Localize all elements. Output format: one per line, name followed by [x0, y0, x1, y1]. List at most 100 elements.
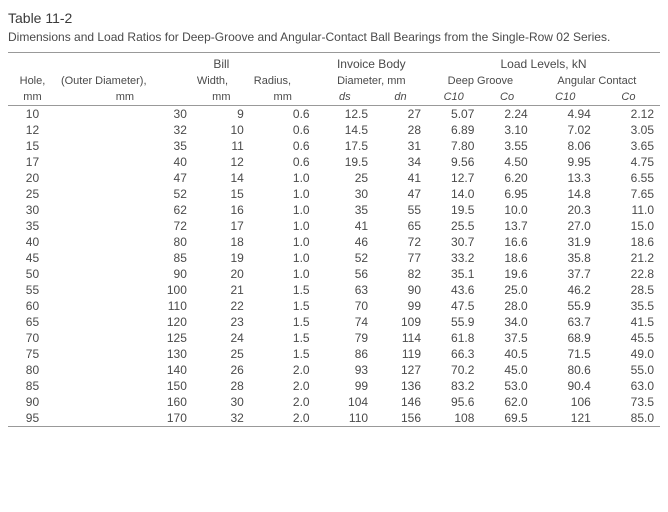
cell: 46	[316, 234, 374, 250]
cell: 80	[8, 362, 57, 378]
cell: 79	[316, 330, 374, 346]
cell: 146	[374, 394, 427, 410]
cell: 24	[193, 330, 250, 346]
cell: 63.7	[534, 314, 597, 330]
cell: 71.5	[534, 346, 597, 362]
cell: 170	[57, 410, 193, 426]
table-row: 2047141.0254112.76.2013.36.55	[8, 170, 660, 186]
cell: 55	[8, 282, 57, 298]
cell: 12.7	[427, 170, 480, 186]
cell: 55.0	[597, 362, 660, 378]
cell: 1.5	[250, 314, 316, 330]
cell: 1.5	[250, 346, 316, 362]
table-row: 3572171.0416525.513.727.015.0	[8, 218, 660, 234]
table-row: 95170322.011015610869.512185.0	[8, 410, 660, 426]
cell: 32	[193, 410, 250, 426]
cell: 9.95	[534, 154, 597, 170]
cell: 28	[193, 378, 250, 394]
cell: 60	[8, 298, 57, 314]
cell: 12	[193, 154, 250, 170]
cell: 8.06	[534, 138, 597, 154]
table-row: 1535110.617.5317.803.558.063.65	[8, 138, 660, 154]
cell: 70	[8, 330, 57, 346]
cell: 21.2	[597, 250, 660, 266]
cell: 10.0	[480, 202, 533, 218]
hdr-load-levels: Load Levels, kN	[427, 53, 660, 73]
cell: 6.95	[480, 186, 533, 202]
cell: 2.0	[250, 362, 316, 378]
cell: 45.0	[480, 362, 533, 378]
cell: 17	[193, 218, 250, 234]
cell: 6.55	[597, 170, 660, 186]
cell: 12.5	[316, 106, 374, 123]
cell: 19	[193, 250, 250, 266]
cell: 77	[374, 250, 427, 266]
cell: 19.5	[427, 202, 480, 218]
cell: 15	[193, 186, 250, 202]
cell: 99	[316, 378, 374, 394]
cell: 14.5	[316, 122, 374, 138]
cell: 1.5	[250, 282, 316, 298]
cell: 37.5	[480, 330, 533, 346]
cell: 41	[374, 170, 427, 186]
table-row: 85150282.09913683.253.090.463.0	[8, 378, 660, 394]
unit-co-dg: Co	[480, 89, 533, 106]
cell: 4.75	[597, 154, 660, 170]
table-number: Table 11-2	[8, 10, 660, 26]
cell: 31	[374, 138, 427, 154]
cell: 28.5	[597, 282, 660, 298]
cell: 55	[374, 202, 427, 218]
cell: 16.6	[480, 234, 533, 250]
hdr-bill: Bill	[193, 53, 250, 73]
unit-hole: mm	[8, 89, 57, 106]
unit-c10-dg: C10	[427, 89, 480, 106]
cell: 35.8	[534, 250, 597, 266]
cell: 43.6	[427, 282, 480, 298]
cell: 68.9	[534, 330, 597, 346]
cell: 40	[57, 154, 193, 170]
unit-c10-ac: C10	[534, 89, 597, 106]
cell: 19.5	[316, 154, 374, 170]
cell: 9	[193, 106, 250, 123]
table-row: 2552151.0304714.06.9514.87.65	[8, 186, 660, 202]
cell: 1.5	[250, 330, 316, 346]
cell: 52	[316, 250, 374, 266]
cell: 30	[8, 202, 57, 218]
cell: 7.80	[427, 138, 480, 154]
cell: 4.50	[480, 154, 533, 170]
cell: 22.8	[597, 266, 660, 282]
cell: 35	[8, 218, 57, 234]
cell: 40	[8, 234, 57, 250]
cell: 65	[8, 314, 57, 330]
table-row: 1740120.619.5349.564.509.954.75	[8, 154, 660, 170]
cell: 47	[57, 170, 193, 186]
cell: 70	[316, 298, 374, 314]
cell: 74	[316, 314, 374, 330]
cell: 3.05	[597, 122, 660, 138]
cell: 25	[316, 170, 374, 186]
cell: 99	[374, 298, 427, 314]
cell: 55.9	[534, 298, 597, 314]
cell: 70.2	[427, 362, 480, 378]
cell: 23	[193, 314, 250, 330]
cell: 1.0	[250, 218, 316, 234]
cell: 1.0	[250, 202, 316, 218]
cell: 30	[316, 186, 374, 202]
cell: 32	[57, 122, 193, 138]
table-row: 75130251.58611966.340.571.549.0	[8, 346, 660, 362]
cell: 45	[8, 250, 57, 266]
cell: 83.2	[427, 378, 480, 394]
cell: 26	[193, 362, 250, 378]
cell: 31.9	[534, 234, 597, 250]
cell: 20	[8, 170, 57, 186]
unit-co-ac: Co	[597, 89, 660, 106]
cell: 104	[316, 394, 374, 410]
cell: 119	[374, 346, 427, 362]
cell: 72	[57, 218, 193, 234]
hdr-hole: Hole,	[8, 73, 57, 89]
cell: 85	[8, 378, 57, 394]
cell: 150	[57, 378, 193, 394]
cell: 127	[374, 362, 427, 378]
cell: 85	[57, 250, 193, 266]
cell: 30	[193, 394, 250, 410]
